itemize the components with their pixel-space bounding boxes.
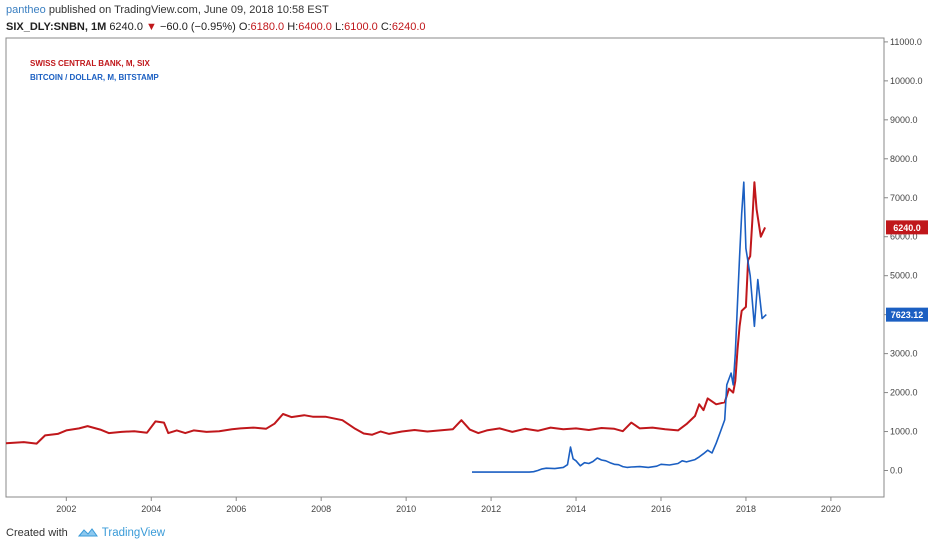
down-arrow-icon: ▼ (146, 21, 157, 33)
open-value: 6180.0 (250, 21, 285, 33)
price-change: −60.0 (−0.95%) (159, 21, 236, 33)
x-tick-label: 2002 (56, 504, 76, 514)
y-tick-label: 11000.0 (890, 37, 922, 47)
close-label: C: (380, 21, 392, 33)
y-tick-label: 8000.0 (890, 154, 918, 164)
published-text: published on TradingView.com, June 09, 2… (45, 4, 329, 16)
x-tick-label: 2016 (651, 504, 671, 514)
y-tick-label: 7000.0 (890, 193, 918, 203)
btc-price-badge (886, 307, 928, 322)
x-tick-label: 2020 (821, 504, 841, 514)
x-tick-label: 2018 (736, 504, 756, 514)
y-axis: 0.01000.02000.03000.04000.05000.06000.07… (884, 37, 923, 476)
x-tick-label: 2004 (141, 504, 161, 514)
publish-info: pantheo published on TradingView.com, Ju… (6, 4, 329, 16)
created-with-text: Created with (6, 527, 68, 539)
x-tick-label: 2014 (566, 504, 586, 514)
legend-snb: SWISS CENTRAL BANK, M, SIX (30, 59, 151, 68)
y-tick-label: 9000.0 (890, 115, 918, 125)
y-tick-label: 3000.0 (890, 349, 918, 359)
btc-price-badge-label: 7623.12 (891, 310, 924, 320)
legend-btc: BITCOIN / DOLLAR, M, BITSTAMP (30, 73, 159, 82)
y-tick-label: 5000.0 (890, 271, 918, 281)
x-tick-label: 2008 (311, 504, 331, 514)
tradingview-brand-link[interactable]: TradingView (101, 527, 166, 539)
last-price: 6240.0 (109, 21, 143, 33)
symbol-info: SIX_DLY:SNBN, 1M 6240.0 ▼ −60.0 (−0.95%)… (6, 21, 426, 33)
x-tick-label: 2010 (396, 504, 416, 514)
high-label: H: (287, 21, 299, 33)
y-tick-label: 2000.0 (890, 388, 918, 398)
btc-series-line (472, 181, 767, 473)
snb-price-badge-label: 6240.0 (893, 223, 921, 233)
x-tick-label: 2012 (481, 504, 501, 514)
high-value: 6400.0 (298, 21, 332, 33)
low-value: 6100.0 (344, 21, 378, 33)
snb-price-badge (886, 220, 928, 235)
footer: Created with TradingView (6, 527, 165, 539)
y-tick-label: 0.0 (890, 466, 903, 476)
low-label: L: (334, 21, 345, 33)
price-badges: 6240.0 7623.12 (886, 220, 928, 322)
y-tick-label: 6000.0 (890, 232, 918, 242)
series-lines (5, 181, 767, 473)
symbol-label: SIX_DLY:SNBN, 1M (6, 21, 107, 33)
x-axis: 2002 2004 2006 2008 2010 2012 2014 2016 2018 2020 (56, 497, 841, 514)
open-label: O: (238, 21, 251, 33)
x-tick-label: 2006 (226, 504, 246, 514)
chart-area[interactable]: SWISS CENTRAL BANK, M, SIX BITCOIN / DOL… (0, 0, 932, 520)
y-tick-label: 10000.0 (890, 76, 923, 86)
y-tick-label: 1000.0 (890, 427, 918, 437)
snb-series-line (5, 181, 767, 445)
author-link[interactable]: pantheo (6, 4, 46, 16)
close-value: 6240.0 (391, 21, 426, 33)
tradingview-logo-icon (77, 528, 98, 537)
plot-frame (5, 37, 885, 498)
